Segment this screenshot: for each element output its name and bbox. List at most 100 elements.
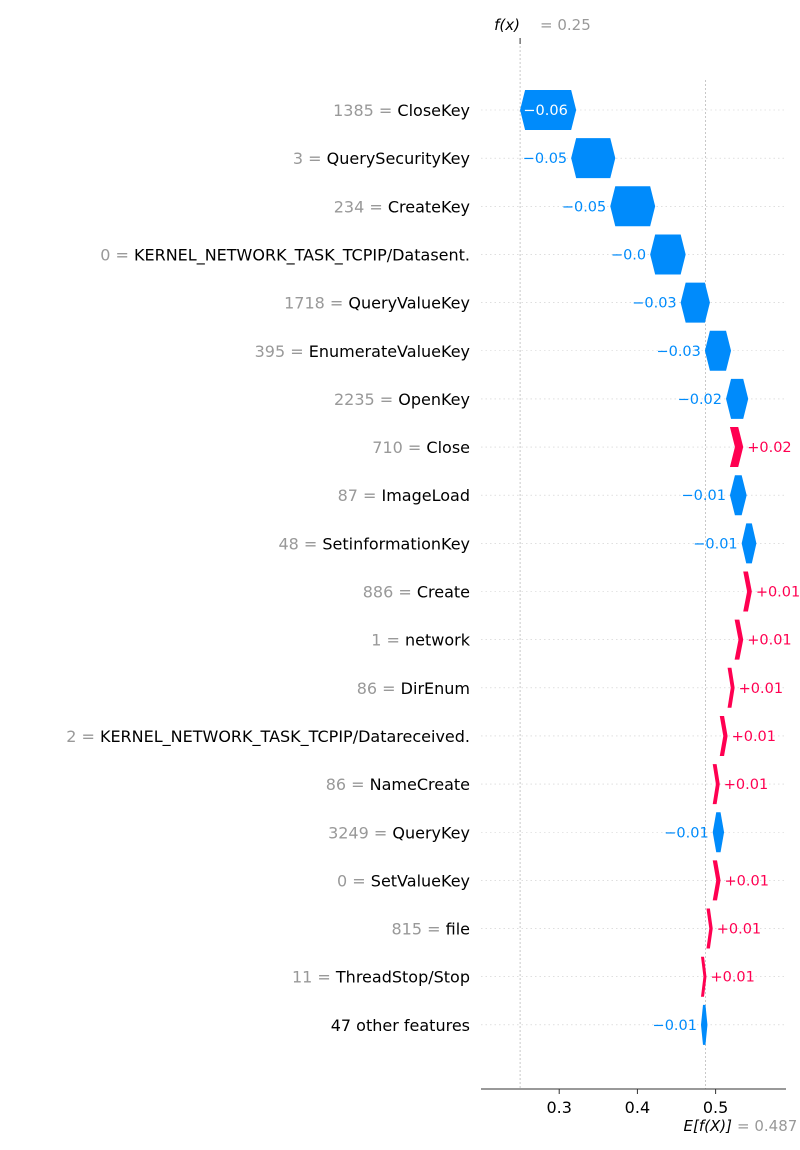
feature-labels: 1385 = CloseKey 3 = QuerySecurityKey 234 =… xyxy=(66,101,471,1035)
feature-label: 710 = Close xyxy=(372,438,470,457)
feature-label: 0 = KERNEL_NETWORK_TASK_TCPIP/Datasent. xyxy=(100,245,470,265)
feature-value: 1718 = xyxy=(284,294,348,313)
feature-value: 234 = xyxy=(334,197,388,216)
feature-name: ThreadStop/Stop xyxy=(335,968,470,987)
x-tick-label: 0.5 xyxy=(703,1098,728,1117)
bar-value-label: −0.03 xyxy=(632,296,676,312)
feature-label: 3249 = QueryKey xyxy=(328,823,470,842)
base-value: = 0.487 xyxy=(737,1117,797,1135)
feature-value: 86 = xyxy=(326,775,370,794)
feature-name: QuerySecurityKey xyxy=(327,149,470,168)
feature-value: 886 = xyxy=(363,583,417,602)
feature-name: NameCreate xyxy=(370,775,470,794)
feature-name: QueryKey xyxy=(392,823,470,842)
feature-value: 86 = xyxy=(357,679,401,698)
bar-positive xyxy=(706,908,713,949)
feature-label: 1718 = QueryValueKey xyxy=(284,294,470,313)
bar-negative xyxy=(704,330,732,371)
feature-name: KERNEL_NETWORK_TASK_TCPIP/Datareceived. xyxy=(100,727,470,747)
feature-value: 1 = xyxy=(371,631,405,650)
bar-value-label: −0.02 xyxy=(678,392,722,408)
bar-positive xyxy=(712,764,720,805)
feature-label: 1 = network xyxy=(371,631,470,650)
feature-label: 3 = QuerySecurityKey xyxy=(293,149,470,168)
feature-label: 86 = DirEnum xyxy=(357,679,470,698)
feature-name: ImageLoad xyxy=(382,486,471,505)
bars: −0.06 −0.05 −0.05 −0.0 −0.03 −0.03 −0.02 +0.02 −… xyxy=(520,90,800,1045)
bar-value-label: −0.03 xyxy=(656,344,700,360)
bar-positive xyxy=(719,715,728,756)
bar-value-label: +0.01 xyxy=(710,970,754,986)
feature-name: QueryValueKey xyxy=(348,294,470,313)
feature-name: OpenKey xyxy=(398,390,470,409)
feature-label: 2 = KERNEL_NETWORK_TASK_TCPIP/Datareceiv… xyxy=(66,727,470,747)
bar-negative xyxy=(700,1004,708,1045)
feature-value: 395 = xyxy=(255,342,309,361)
bar-negative xyxy=(741,523,757,564)
bar-value-label: +0.02 xyxy=(747,440,791,456)
feature-name: SetValueKey xyxy=(371,871,470,890)
feature-name: CreateKey xyxy=(388,197,470,216)
feature-label: 815 = file xyxy=(392,920,471,939)
bar-value-label: −0.0 xyxy=(611,247,646,263)
feature-label: 87 = ImageLoad xyxy=(338,486,470,505)
feature-label: 395 = EnumerateValueKey xyxy=(255,342,470,361)
bar-value-label: −0.01 xyxy=(681,488,725,504)
feature-value: 2 = xyxy=(66,727,100,746)
bar-positive xyxy=(700,956,707,997)
feature-label: 48 = SetinformationKey xyxy=(278,534,470,553)
fx-value: = 0.25 xyxy=(540,16,591,34)
feature-label: 2235 = OpenKey xyxy=(334,390,470,409)
reference-lines xyxy=(519,38,706,1089)
feature-name: Create xyxy=(417,583,470,602)
feature-label: 47 other features xyxy=(331,1016,470,1035)
feature-name: KERNEL_NETWORK_TASK_TCPIP/Datasent. xyxy=(134,245,470,265)
bar-negative xyxy=(650,234,686,275)
bar-positive xyxy=(734,619,744,660)
bar-value-label: +0.01 xyxy=(732,729,776,745)
feature-name: 47 other features xyxy=(331,1016,470,1035)
bar-negative xyxy=(520,90,577,130)
feature-value: 0 = xyxy=(100,245,134,264)
feature-value: 48 = xyxy=(278,534,322,553)
bar-value-label: +0.01 xyxy=(724,777,768,793)
feature-name: SetinformationKey xyxy=(322,534,470,553)
feature-value: 815 = xyxy=(392,920,446,939)
bar-value-label: +0.01 xyxy=(747,633,791,649)
feature-label: 886 = Create xyxy=(363,583,470,602)
feature-name: network xyxy=(405,631,471,650)
feature-value: 87 = xyxy=(338,486,382,505)
x-tick-label: 0.3 xyxy=(546,1098,571,1117)
expected-value-annotation: E[f(X)] = 0.487 xyxy=(684,1117,798,1135)
bar-value-label: −0.06 xyxy=(523,103,567,119)
base-label: E[f(X)] xyxy=(684,1117,733,1135)
feature-value: 2235 = xyxy=(334,390,398,409)
bar-negative xyxy=(712,812,725,853)
bar-negative xyxy=(680,282,710,323)
bar-value-label: +0.01 xyxy=(725,873,769,889)
bar-value-label: −0.01 xyxy=(664,825,708,841)
feature-label: 0 = SetValueKey xyxy=(337,871,470,890)
bar-negative xyxy=(726,378,749,419)
feature-value: 11 = xyxy=(292,968,336,987)
feature-value: 3249 = xyxy=(328,823,392,842)
bar-positive xyxy=(727,667,735,708)
feature-value: 0 = xyxy=(337,871,371,890)
feature-name: EnumerateValueKey xyxy=(309,342,470,361)
bar-negative xyxy=(729,475,747,516)
bar-positive xyxy=(712,860,721,901)
bar-value-label: −0.01 xyxy=(693,536,737,552)
bar-positive xyxy=(729,427,744,468)
feature-value: 3 = xyxy=(293,149,327,168)
feature-label: 11 = ThreadStop/Stop xyxy=(292,968,470,987)
feature-label: 1385 = CloseKey xyxy=(333,101,470,120)
feature-value: 1385 = xyxy=(333,101,397,120)
bar-value-label: −0.01 xyxy=(653,1018,697,1034)
x-tick-label: 0.4 xyxy=(625,1098,650,1117)
bar-negative xyxy=(610,186,656,227)
fx-annotation: f(x) = 0.25 xyxy=(494,16,591,34)
bar-value-label: −0.05 xyxy=(523,151,567,167)
bar-positive xyxy=(743,571,752,612)
feature-label: 86 = NameCreate xyxy=(326,775,470,794)
